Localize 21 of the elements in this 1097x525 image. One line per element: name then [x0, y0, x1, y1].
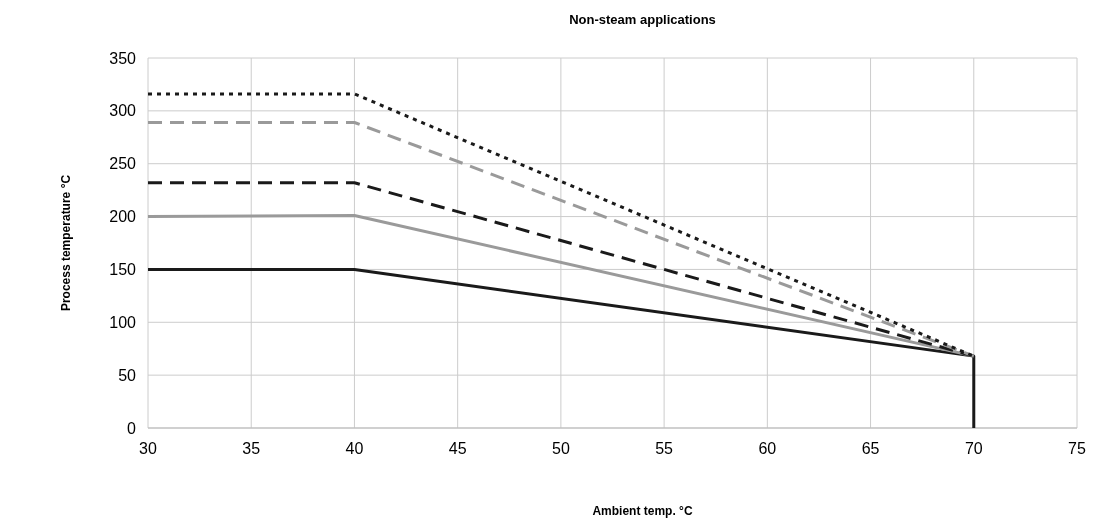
- x-tick-label: 35: [242, 440, 261, 457]
- y-tick-label: 200: [109, 208, 137, 226]
- x-tick-label: 70: [964, 440, 983, 457]
- x-tick-label: 55: [655, 440, 674, 457]
- y-tick-label: 50: [118, 366, 137, 384]
- x-axis-title: Ambient temp. °C: [592, 504, 693, 518]
- x-tick-label: 50: [551, 440, 570, 457]
- x-tick-label: 30: [139, 440, 157, 457]
- x-tick-label: 75: [1068, 440, 1086, 457]
- x-tick-label: 40: [345, 440, 364, 457]
- x-tick-label: 45: [448, 440, 467, 457]
- y-tick-label: 100: [109, 313, 137, 331]
- x-tick-label: 65: [861, 440, 880, 457]
- y-tick-label: 0: [127, 419, 137, 437]
- y-tick-label: 350: [109, 49, 137, 67]
- chart-title: Non-steam applications: [569, 12, 716, 27]
- y-tick-label: 300: [109, 102, 137, 120]
- y-axis-title: Process temperature °C: [59, 174, 73, 312]
- y-tick-label: 150: [109, 261, 137, 279]
- y-tick-label: 250: [109, 155, 137, 173]
- x-tick-label: 60: [758, 440, 777, 457]
